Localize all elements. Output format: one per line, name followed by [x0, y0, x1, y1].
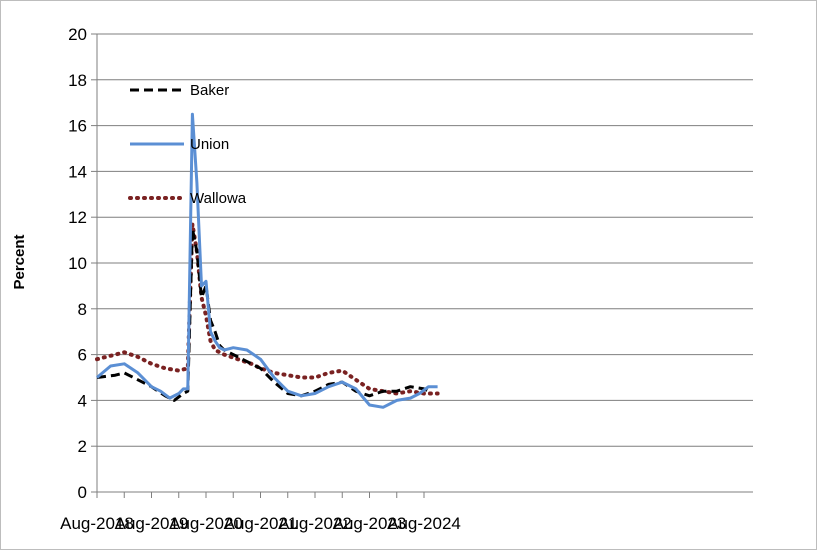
- y-tick-label: 0: [78, 483, 87, 502]
- x-tick-label: Aug-2020: [169, 514, 243, 533]
- y-tick-label: 14: [68, 162, 87, 181]
- series-line-union: [96, 112, 438, 409]
- x-tick-label: Aug-2024: [387, 514, 461, 533]
- y-tick-label: 12: [68, 208, 87, 227]
- y-tick-labels: 0 2 4 6 8 10 12 14 16 18 20: [68, 25, 87, 502]
- legend-label-wallowa: Wallowa: [190, 190, 247, 207]
- series-lines: [95, 112, 440, 409]
- series-line-baker: [96, 227, 430, 402]
- x-tick-labels: Aug-2018Aug-2019Aug-2020Aug-2021Aug-2022…: [60, 514, 461, 533]
- y-tick-label: 4: [78, 391, 87, 410]
- grid-lines: [97, 33, 753, 447]
- legend-label-union: Union: [190, 136, 229, 153]
- y-tick-label: 6: [78, 346, 87, 365]
- y-tick-label: 20: [68, 25, 87, 44]
- y-tick-label: 2: [78, 437, 87, 456]
- legend-label-baker: Baker: [190, 82, 229, 99]
- y-tick-label: 16: [68, 117, 87, 136]
- x-tick-label: Aug-2023: [333, 514, 407, 533]
- y-tick-label: 18: [68, 71, 87, 90]
- legend: Baker Union Wallowa: [128, 82, 247, 207]
- y-axis-label: Percent: [11, 234, 28, 289]
- y-tick-label: 10: [68, 254, 87, 273]
- x-tick-label: Aug-2022: [278, 514, 352, 533]
- y-tick-label: 8: [78, 300, 87, 319]
- series-line-wallowa: [95, 222, 440, 396]
- x-tick-label: Aug-2021: [224, 514, 298, 533]
- axes: [91, 33, 753, 498]
- x-tick-label: Aug-2019: [115, 514, 189, 533]
- x-tick-label: Aug-2018: [60, 514, 134, 533]
